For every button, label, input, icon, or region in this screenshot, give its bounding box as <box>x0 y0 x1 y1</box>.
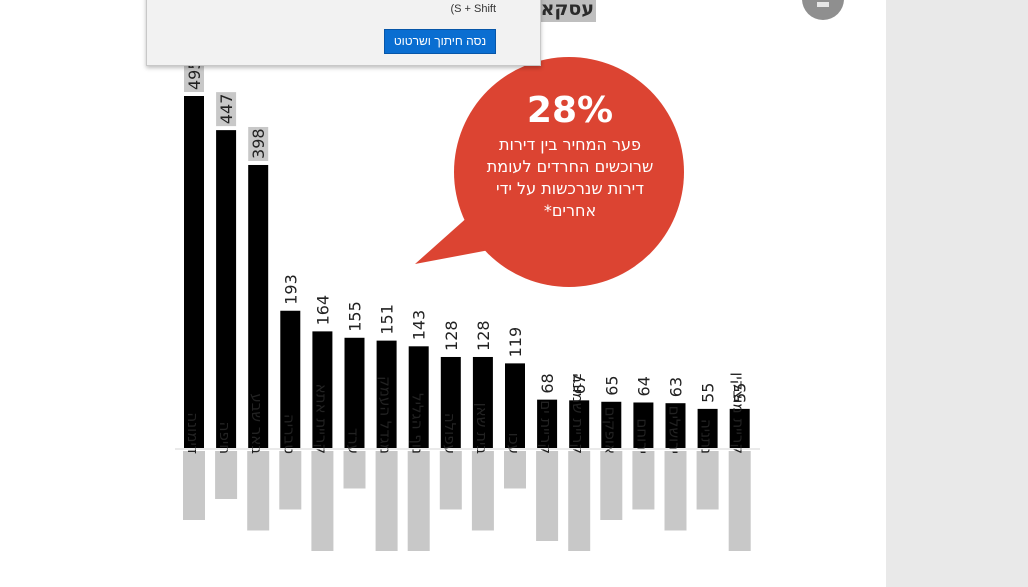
bar <box>505 363 525 448</box>
callout-caption: פער המחיר בין דירות שרוכשים החרדים לעומת… <box>486 135 654 220</box>
try-snip-sketch-button[interactable]: נסה חיתוך ושרטוט <box>384 29 496 54</box>
category-label-bg <box>375 451 398 551</box>
bar <box>665 403 686 448</box>
bar <box>633 402 654 448</box>
category-label: חיפה <box>216 422 234 454</box>
value-label: 68 <box>538 373 557 393</box>
category-label-bg <box>568 451 591 551</box>
category-label: נתניה <box>698 419 716 454</box>
value-label: 119 <box>506 327 525 358</box>
bar <box>729 408 750 448</box>
category-label-bg <box>215 451 238 499</box>
bar <box>280 310 301 448</box>
bar <box>216 130 237 448</box>
category-label-bg <box>439 451 462 510</box>
value-label-bg <box>184 58 204 92</box>
shortcut-text: (S + Shift <box>450 3 496 15</box>
category-label-bg <box>600 451 623 520</box>
value-label: 64 <box>634 376 653 396</box>
callout-text: 28% פער המחיר בין דירות שרוכשים החרדים ל… <box>455 88 685 222</box>
page-title: עסקא <box>540 0 596 22</box>
category-label-bg <box>407 451 430 551</box>
bar <box>408 346 429 448</box>
category-label-bg <box>247 451 270 531</box>
category-label: אופקים <box>601 407 619 454</box>
side-panel <box>886 0 1028 587</box>
value-label: 495 <box>185 59 204 90</box>
bar <box>440 356 461 448</box>
category-label-bg <box>664 451 687 531</box>
bar <box>344 337 365 448</box>
value-label: 164 <box>313 295 332 326</box>
category-label-bg <box>279 451 302 510</box>
category-label: ערד <box>345 428 363 454</box>
value-label: 193 <box>281 274 300 305</box>
category-label-bg <box>183 451 205 520</box>
value-label: 55 <box>731 383 750 403</box>
category-label: דימונה <box>184 412 202 454</box>
snipping-tool-popup: (S + Shift נסה חיתוך ושרטוט <box>146 0 541 66</box>
bar <box>601 401 622 448</box>
category-label: טבריה <box>280 414 298 454</box>
category-label-bg <box>728 451 751 551</box>
category-label-bg <box>536 451 559 541</box>
category-label: קריית ים <box>537 400 555 454</box>
bar <box>697 408 718 448</box>
value-label: 67 <box>570 374 589 394</box>
category-label: נוף הגליל <box>409 393 427 454</box>
value-label: 398 <box>249 128 268 159</box>
value-label: 447 <box>217 94 236 125</box>
value-label: 128 <box>442 320 461 351</box>
category-label: ירוחם <box>633 418 651 454</box>
category-label: עפולה <box>441 413 459 454</box>
category-label-bg <box>471 451 494 531</box>
bar <box>312 331 333 448</box>
category-label: קריית אתא <box>312 384 330 454</box>
value-label: 143 <box>410 310 429 341</box>
category-label-bg <box>343 451 366 489</box>
bar <box>184 96 204 448</box>
bar <box>537 399 558 448</box>
category-label: ירושלים <box>666 406 684 454</box>
value-label-bg <box>248 126 269 161</box>
category-label-bg <box>632 451 655 510</box>
bar <box>376 340 397 448</box>
value-label: 55 <box>699 383 718 403</box>
value-label: 151 <box>378 304 397 335</box>
value-label-bg <box>216 92 237 127</box>
category-label: עכו <box>505 433 523 454</box>
value-label: 63 <box>667 377 686 397</box>
bar <box>569 400 590 448</box>
category-label: קריית שמונה <box>569 373 587 454</box>
category-label: קריית מוצקין <box>730 372 748 454</box>
bar-chart: 495 דימונה 447 חיפה 398 באר שבע 193 טבריה 164 קרי… <box>175 57 760 551</box>
callout-bubble <box>415 57 684 287</box>
category-label-bg <box>311 451 334 551</box>
category-label-bg <box>504 451 526 489</box>
bar <box>248 164 269 448</box>
bar <box>472 356 493 448</box>
callout-circle <box>454 57 684 287</box>
category-label: באר שבע <box>248 393 266 454</box>
category-label: בית שאן <box>473 403 491 455</box>
value-label: 155 <box>346 301 365 332</box>
close-icon[interactable] <box>802 0 844 20</box>
category-label-bg <box>696 451 719 510</box>
category-label: מגדל העמק <box>377 376 395 454</box>
value-label: 128 <box>474 320 493 351</box>
value-label: 65 <box>602 375 621 395</box>
callout-percent: 28% <box>526 90 614 131</box>
